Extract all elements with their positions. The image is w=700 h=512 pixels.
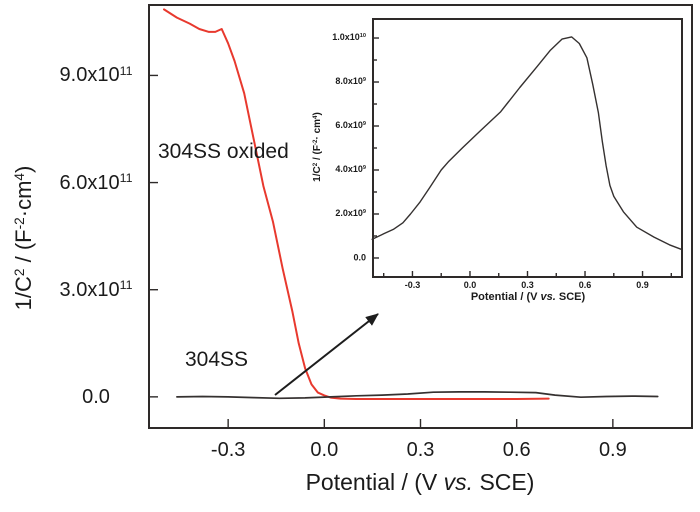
main-y-axis-label: 1/C2 / (F-2·cm4) [11,165,36,311]
x-tick-label: 0.9 [598,439,627,461]
y-tick-label: 8.0x109 [335,76,366,87]
x-tick-label: -0.3 [210,439,246,461]
inset-plot-area [371,18,683,278]
x-tick-label: -0.3 [404,280,421,290]
y-tick-label: 2.0x109 [335,208,366,219]
x-tick-label: 0.3 [406,439,435,461]
y-tick-label: 9.0x1011 [59,63,133,87]
y-tick-label: 6.0x1011 [59,170,133,194]
x-tick-label: 0.3 [521,280,534,290]
x-tick-label: 0.6 [502,439,531,461]
y-tick-label: 3.0x1011 [59,277,133,301]
annotation-304ss: 304SS [185,348,249,371]
annotation-304ss-oxided: 304SS oxided [158,140,289,163]
inset-y-axis-label: 1/C2 / (F-2· cm4) [311,112,323,182]
main-plot-canvas [148,4,693,429]
inset-plot-canvas [371,18,683,278]
curve-304ss [176,391,659,400]
y-tick-label: 6.0x109 [335,120,366,131]
y-tick-label: 0.0 [82,385,110,408]
x-tick-label: 0.0 [463,280,477,290]
main-x-axis-label: Potential / (V vs. SCE) [305,469,535,495]
x-tick-label: 0.9 [636,280,649,290]
y-tick-label: 1.0x1010 [332,32,366,43]
plot-frame [148,4,693,429]
main-plot-area [148,4,693,429]
y-tick-label: 0.0 [353,252,366,263]
curve-304ss-oxided [163,8,550,400]
plot-frame [372,18,683,278]
x-tick-label: 0.6 [578,280,592,290]
inset-x-axis-label: Potential / (V vs. SCE) [470,291,586,303]
y-tick-label: 4.0x109 [335,164,366,175]
curve-304ss-zoom- [371,36,682,250]
x-tick-label: 0.0 [310,439,339,461]
